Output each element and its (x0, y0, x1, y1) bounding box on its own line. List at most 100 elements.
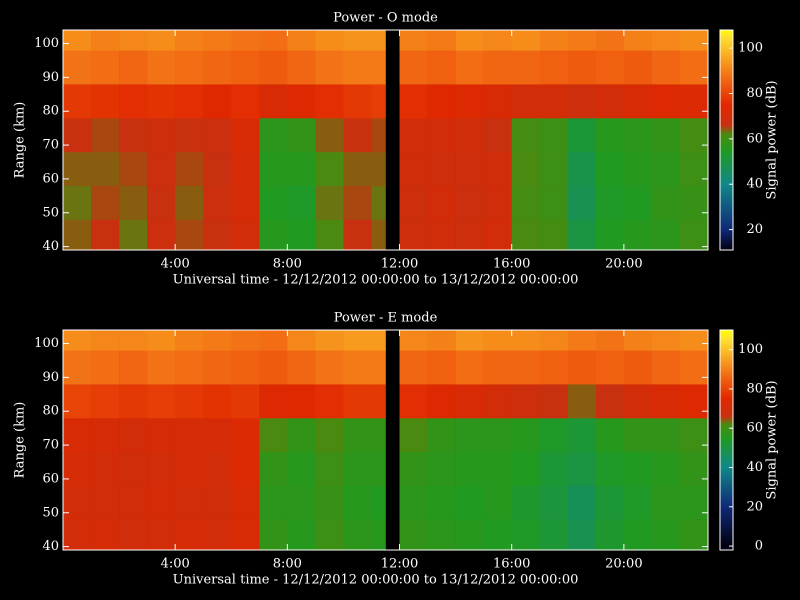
heatmap-cell (484, 486, 512, 520)
heatmap-cell (91, 50, 119, 84)
heatmap-cell (484, 152, 512, 186)
heatmap-cell (147, 452, 175, 486)
x-axis-label: Universal time - 12/12/2012 00:00:00 to … (173, 573, 579, 588)
heatmap-cell (680, 350, 708, 384)
colorbar-tick-label: 80 (746, 381, 763, 396)
heatmap-cell (540, 486, 568, 520)
heatmap-cell (119, 30, 147, 51)
x-tick-label: 12:00 (381, 257, 418, 272)
heatmap-cell (315, 50, 343, 84)
colorbar (720, 330, 733, 550)
heatmap-cell (315, 220, 343, 251)
heatmap-cell (315, 152, 343, 186)
heatmap-cell (512, 118, 540, 152)
heatmap-cell (680, 418, 708, 452)
heatmap-cell (259, 350, 287, 384)
heatmap-cell (568, 330, 596, 351)
heatmap-cell (512, 84, 540, 118)
heatmap-cell (63, 418, 91, 452)
heatmap-cell (624, 486, 652, 520)
heatmap-cell (343, 152, 371, 186)
heatmap-cell (484, 418, 512, 452)
panel-title: Power - E mode (334, 311, 438, 326)
heatmap-cell (680, 220, 708, 251)
heatmap-cell (371, 118, 385, 152)
heatmap-cell (287, 50, 315, 84)
colorbar-tick-label: 40 (746, 177, 763, 192)
heatmap-cell (484, 330, 512, 351)
heatmap-cell (540, 418, 568, 452)
heatmap-cell (91, 384, 119, 418)
heatmap-cell (484, 30, 512, 51)
heatmap-cell (343, 330, 371, 351)
heatmap-cell (568, 84, 596, 118)
heatmap-cell (680, 84, 708, 118)
heatmap-cell (63, 152, 91, 186)
heatmap-cell (343, 30, 371, 51)
heatmap-cell (428, 30, 456, 51)
heatmap-cell (371, 418, 385, 452)
heatmap-cell (456, 118, 484, 152)
heatmap-cell (315, 84, 343, 118)
heatmap-cell (624, 418, 652, 452)
heatmap-cell (624, 384, 652, 418)
colorbar-tick-label: 60 (746, 421, 763, 436)
heatmap-cell (91, 486, 119, 520)
heatmap-cell (231, 220, 259, 251)
heatmap-cell (203, 384, 231, 418)
heatmap-cell (91, 84, 119, 118)
heatmap-cell (287, 418, 315, 452)
heatmap-cell (400, 220, 428, 251)
colorbar (720, 30, 733, 250)
heatmap-cell (315, 30, 343, 51)
heatmap-cell (287, 384, 315, 418)
heatmap-cell (203, 118, 231, 152)
heatmap-cell (400, 350, 428, 384)
heatmap-cell (91, 350, 119, 384)
heatmap-cell (456, 186, 484, 220)
colorbar-label: Signal power (dB) (765, 380, 780, 499)
y-tick-label: 100 (34, 336, 59, 351)
heatmap-cell (175, 84, 203, 118)
colorbar-tick-label: 0 (755, 539, 763, 554)
colorbar-tick-label: 100 (738, 41, 763, 56)
heatmap-cell (512, 384, 540, 418)
heatmap-cell (400, 118, 428, 152)
heatmap-cell (371, 486, 385, 520)
heatmap-cell (428, 418, 456, 452)
heatmap-cell (371, 330, 385, 351)
heatmap-cell (203, 220, 231, 251)
heatmap-cell (596, 84, 624, 118)
heatmap-cell (203, 50, 231, 84)
heatmap-cell (371, 520, 385, 551)
heatmap-cell (287, 330, 315, 351)
heatmap-cell (652, 330, 680, 351)
heatmap-cell (119, 486, 147, 520)
heatmap-cell (315, 452, 343, 486)
panel-title: Power - O mode (333, 11, 438, 26)
heatmap-cell (652, 84, 680, 118)
heatmap-cell (147, 118, 175, 152)
heatmap-cell (428, 186, 456, 220)
heatmap-cell (484, 384, 512, 418)
heatmap-cell (680, 452, 708, 486)
heatmap-cell (175, 384, 203, 418)
y-tick-label: 100 (34, 36, 59, 51)
heatmap-cell (343, 486, 371, 520)
heatmap-cell (540, 152, 568, 186)
heatmap-cell (147, 220, 175, 251)
heatmap-cell (428, 50, 456, 84)
x-tick-label: 20:00 (605, 557, 642, 572)
heatmap-cell (119, 384, 147, 418)
heatmap-cell (259, 452, 287, 486)
heatmap-cell (624, 118, 652, 152)
heatmap-cell (652, 118, 680, 152)
heatmap-cell (91, 118, 119, 152)
heatmap-cell (63, 50, 91, 84)
heatmap-cell (568, 186, 596, 220)
y-axis-label: Range (km) (13, 102, 28, 179)
heatmap-cell (624, 50, 652, 84)
heatmap-cell (175, 418, 203, 452)
heatmap-cell (147, 30, 175, 51)
heatmap-cell (680, 186, 708, 220)
